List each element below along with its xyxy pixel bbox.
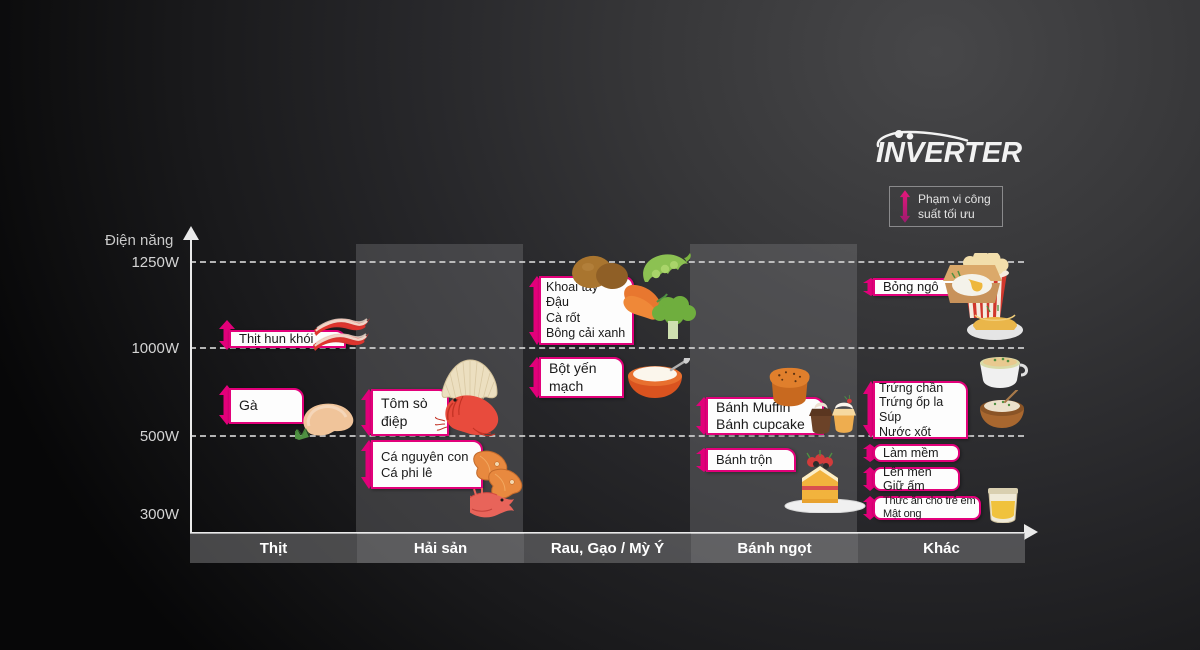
svg-text:INVERTER: INVERTER [876,137,1022,168]
